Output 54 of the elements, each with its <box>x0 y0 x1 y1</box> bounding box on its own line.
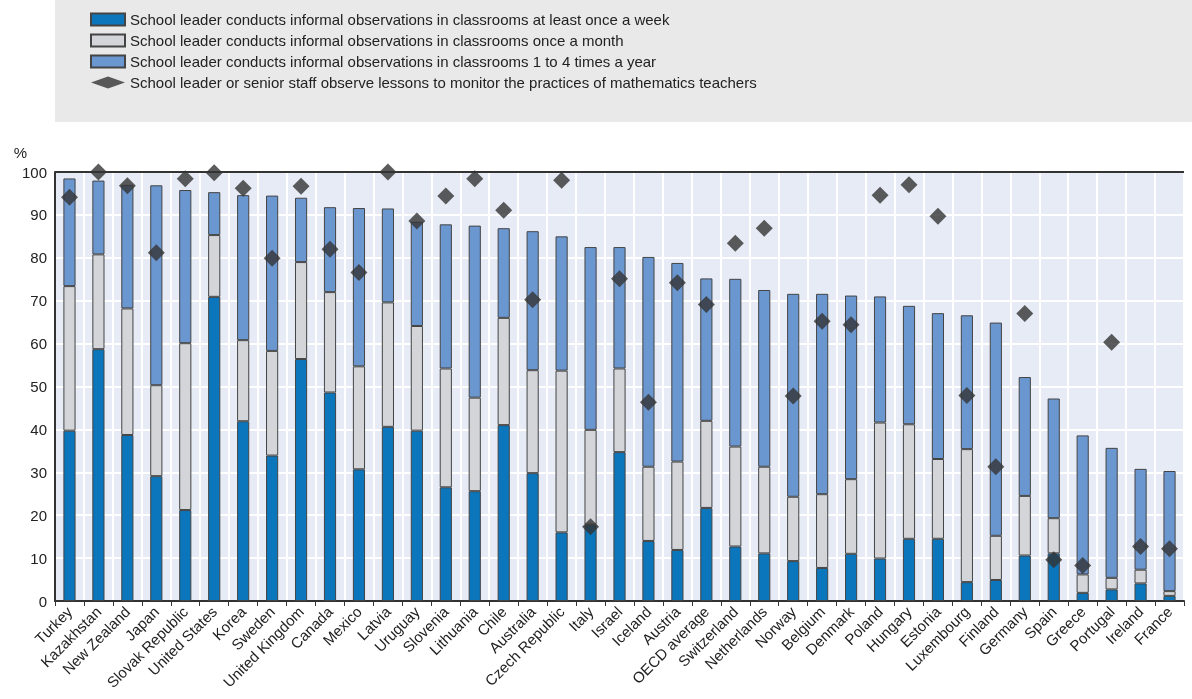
y-tick-label: 0 <box>38 592 47 610</box>
point <box>263 249 281 267</box>
y-tick-label: 40 <box>30 420 47 438</box>
y-tick-label: 20 <box>30 506 47 524</box>
point <box>958 387 976 405</box>
point <box>900 176 918 194</box>
point <box>1161 540 1179 558</box>
point <box>118 177 136 195</box>
point <box>987 458 1005 476</box>
point <box>1132 538 1150 556</box>
bar <box>1163 471 1176 592</box>
point <box>611 270 628 288</box>
legend-label: School leader conducts informal observations in classrooms 1 to 4 times a year <box>130 53 657 70</box>
point <box>668 274 686 292</box>
point <box>408 212 426 230</box>
point <box>321 240 339 258</box>
legend-label: School leader conducts informal observations in classrooms once a month <box>130 32 624 49</box>
point <box>437 187 455 205</box>
point <box>726 234 744 252</box>
point <box>755 219 773 237</box>
y-tick-label: 10 <box>30 549 47 567</box>
point <box>292 177 310 195</box>
y-tick-label: 80 <box>30 249 47 267</box>
point <box>60 188 78 206</box>
point <box>842 316 860 334</box>
point <box>553 171 571 189</box>
point <box>871 186 889 204</box>
point <box>697 296 715 314</box>
point <box>176 170 194 188</box>
point <box>350 263 368 281</box>
point <box>929 207 947 225</box>
y-tick-label: 70 <box>30 292 47 310</box>
legend-label: School leader or senior staff observe lessons to monitor the practices of mathematics teachers <box>130 74 757 91</box>
y-axis-title: % <box>13 144 27 161</box>
point <box>582 518 600 536</box>
bar <box>1163 595 1176 601</box>
point <box>524 291 542 309</box>
point <box>1016 305 1034 323</box>
point <box>1103 333 1121 351</box>
point <box>1045 551 1063 569</box>
point <box>495 201 513 219</box>
y-tick-label: 30 <box>30 463 47 481</box>
y-tick-label: 50 <box>30 378 47 395</box>
legend-label: School leader conducts informal observations in classrooms at least once a week <box>130 11 670 28</box>
point <box>234 179 252 197</box>
point <box>813 312 831 330</box>
point <box>1074 556 1092 574</box>
point <box>639 393 657 411</box>
point <box>147 244 165 262</box>
point <box>784 387 802 405</box>
point <box>466 170 484 188</box>
y-tick-label: 60 <box>30 335 47 353</box>
y-tick-label: 90 <box>30 206 47 224</box>
y-tick-label: 100 <box>21 163 47 181</box>
